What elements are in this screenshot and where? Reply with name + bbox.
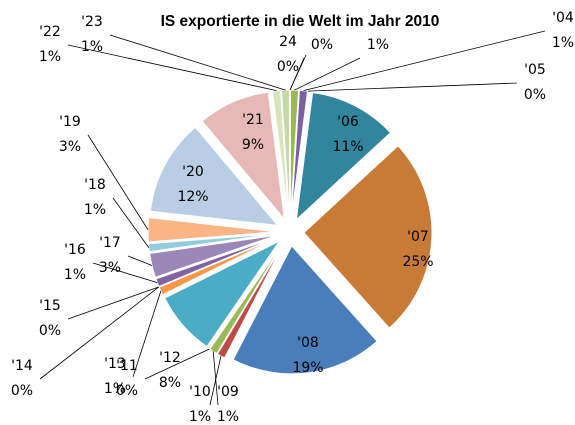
leader-line [289, 54, 307, 91]
slice-value: 1% [217, 409, 239, 425]
leader-line [307, 82, 518, 92]
leader-line [112, 197, 150, 248]
leader-line [67, 286, 160, 320]
slice-category: '06 [337, 114, 359, 130]
leader-line [87, 134, 149, 230]
slice-category: '23 [81, 14, 103, 30]
slice-value: 1% [84, 202, 106, 218]
slice-value: 1% [39, 49, 61, 65]
pie-slice [147, 233, 277, 253]
pie-slice [147, 217, 277, 243]
slice-category: '17 [99, 235, 121, 251]
slice-category: '12 [159, 350, 181, 366]
leader-line [127, 255, 153, 266]
slice-value: 0% [311, 37, 333, 53]
pie-slice [232, 245, 378, 375]
pie-slice [164, 239, 281, 348]
slice-category: '16 [64, 242, 86, 258]
slice-category: '14 [11, 358, 33, 374]
slice-category: '11 [116, 358, 138, 374]
slice-value: 1% [81, 39, 103, 55]
slice-category: '21 [242, 112, 264, 128]
slice-category: '09 [217, 384, 239, 400]
slice-value: 1% [189, 409, 211, 425]
slice-category: '20 [182, 164, 204, 180]
slice-category: 24 [279, 34, 297, 50]
pie-slice [155, 236, 278, 288]
leader-line [303, 30, 546, 92]
slice-category: '19 [59, 114, 81, 130]
slice-value: 1% [64, 267, 86, 283]
slice-value: 3% [59, 139, 81, 155]
slice-value: 8% [159, 375, 181, 391]
leader-line [212, 351, 219, 406]
pie-slice [295, 92, 392, 221]
slice-category: '22 [39, 24, 61, 40]
slice-value: 0% [11, 383, 33, 399]
slice-value: 9% [242, 137, 264, 153]
slice-value: 12% [177, 189, 208, 205]
slice-value: 25% [402, 254, 433, 270]
slice-category: '07 [407, 229, 429, 245]
pie-slice [149, 126, 279, 227]
slice-value: 3% [99, 260, 121, 276]
slice-category: '04 [552, 10, 574, 26]
slice-category: '10 [189, 384, 211, 400]
leader-line [144, 348, 210, 380]
leader-line [92, 262, 158, 284]
slice-value: 1% [104, 381, 126, 397]
leader-line [109, 34, 286, 91]
slice-value: 1% [367, 37, 389, 53]
leader-line [294, 57, 361, 91]
slice-value: 1% [552, 35, 574, 51]
pie-slice [201, 91, 286, 221]
slice-value: 11% [332, 139, 363, 155]
leader-line [67, 44, 277, 92]
slice-category: '15 [39, 298, 61, 314]
slice-value: 0% [524, 87, 546, 103]
slice-category: '05 [524, 62, 546, 78]
slice-category: '13 [104, 356, 126, 372]
leader-line [39, 286, 160, 380]
pie-slice [291, 91, 309, 219]
chart-title: IS exportierte in die Welt im Jahr 2010 [161, 13, 440, 30]
slice-value: 0% [277, 59, 299, 75]
slice-category: '18 [84, 177, 106, 193]
pie-slice [303, 145, 433, 329]
leader-line [132, 290, 162, 378]
slice-value: 19% [292, 360, 323, 376]
slice-value: 0% [39, 323, 61, 339]
slice-category: '08 [297, 335, 319, 351]
slice-value: 0% [116, 383, 138, 399]
